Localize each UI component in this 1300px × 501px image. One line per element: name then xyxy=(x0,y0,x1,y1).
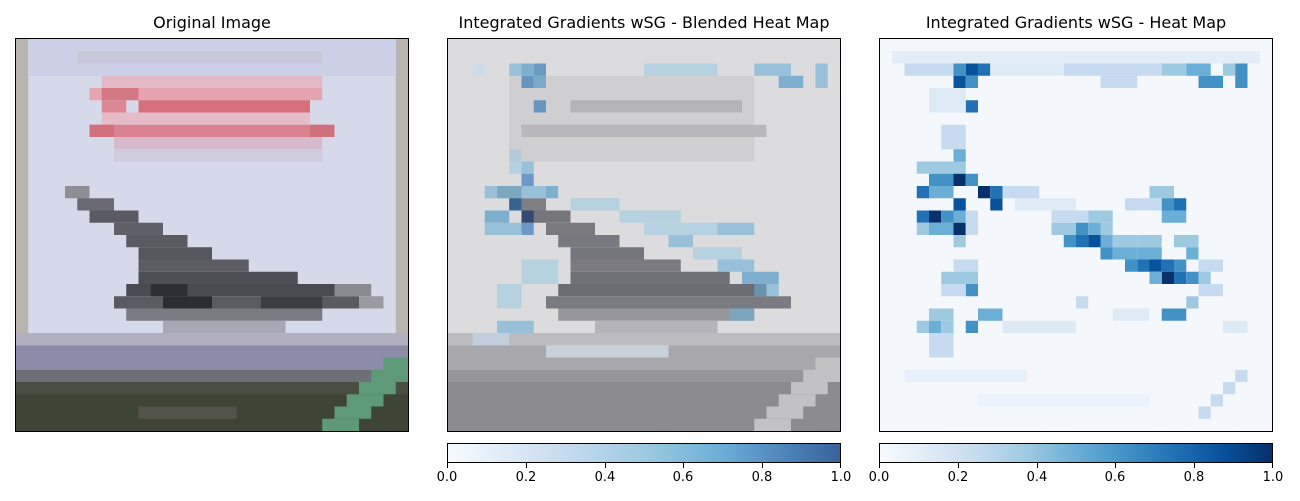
heatmap-colorbar-tick xyxy=(1115,463,1116,468)
blended-heatmap-pixels xyxy=(448,39,840,431)
blended-colorbar-tick xyxy=(762,463,763,468)
blended-colorbar-tick xyxy=(840,463,841,468)
original-image xyxy=(15,38,409,432)
blended-colorbar-tick xyxy=(683,463,684,468)
blended-colorbar-tick-label: 0.6 xyxy=(672,470,694,485)
original-image-title: Original Image xyxy=(153,13,271,32)
heatmap-colorbar-tick xyxy=(1037,463,1038,468)
blended-colorbar-tick xyxy=(526,463,527,468)
heatmap-colorbar-tick-label: 0.8 xyxy=(1183,470,1205,485)
heatmap-colorbar-tick-label: 1.0 xyxy=(1262,470,1284,485)
blended-colorbar-tick-label: 0.2 xyxy=(515,470,537,485)
heatmap-colorbar-tick xyxy=(958,463,959,468)
heatmap-colorbar-tick xyxy=(1272,463,1273,468)
heatmap-colorbar-tick-label: 0.2 xyxy=(947,470,969,485)
heatmap-colorbar-tick xyxy=(1194,463,1195,468)
heatmap-colorbar-tick xyxy=(879,463,880,468)
heatmap xyxy=(879,38,1273,432)
heatmap-title: Integrated Gradients wSG - Heat Map xyxy=(925,13,1227,32)
blended-colorbar-tick-label: 0.0 xyxy=(436,470,458,485)
heatmap-colorbar-tick-label: 0.4 xyxy=(1026,470,1048,485)
heatmap-pixels xyxy=(880,39,1272,431)
blended-heatmap-title: Integrated Gradients wSG - Blended Heat … xyxy=(458,13,830,32)
blended-colorbar-tick-label: 1.0 xyxy=(830,470,852,485)
heatmap-colorbar xyxy=(879,443,1273,463)
blended-colorbar-tick xyxy=(447,463,448,468)
blended-colorbar-tick-label: 0.4 xyxy=(594,470,616,485)
blended-colorbar-tick xyxy=(605,463,606,468)
original-image-pixels xyxy=(16,39,408,431)
blended-heatmap xyxy=(447,38,841,432)
blended-colorbar-tick-label: 0.8 xyxy=(751,470,773,485)
heatmap-colorbar-tick-label: 0.6 xyxy=(1104,470,1126,485)
heatmap-colorbar-tick-label: 0.0 xyxy=(868,470,890,485)
blended-colorbar xyxy=(447,443,841,463)
